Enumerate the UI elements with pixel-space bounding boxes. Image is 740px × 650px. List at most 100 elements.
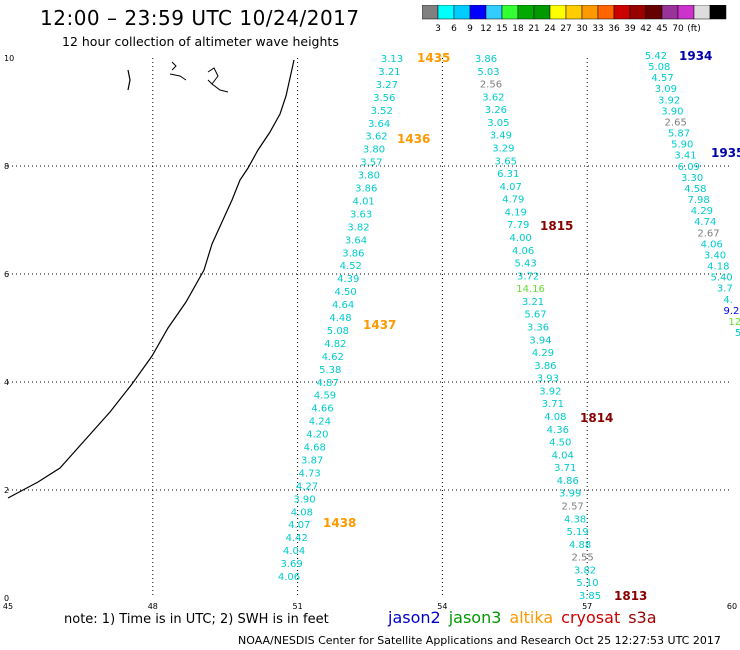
track-b-value: 4.00 bbox=[510, 233, 532, 244]
track-a-value: 3.63 bbox=[350, 209, 372, 220]
y-tick-label: 6 bbox=[4, 270, 9, 279]
track-b-value: 6.31 bbox=[497, 169, 519, 180]
track-b-value: 3.71 bbox=[554, 463, 576, 474]
y-tick-label: 0 bbox=[4, 594, 9, 603]
track-c-value: 6.09 bbox=[678, 162, 700, 173]
pass-time-label: 1934 bbox=[679, 49, 712, 63]
track-b-value: 3.71 bbox=[542, 399, 564, 410]
track-a-value: 4.27 bbox=[296, 481, 318, 492]
track-a-value: 4.50 bbox=[335, 287, 357, 298]
track-b-value: 4.79 bbox=[502, 195, 524, 206]
track-a-value: 3.80 bbox=[358, 171, 380, 182]
scale-label: 33 bbox=[592, 24, 603, 34]
track-c-value: 5.40 bbox=[710, 273, 732, 284]
track-b-value: 3.99 bbox=[559, 489, 581, 500]
x-tick-label: 60 bbox=[727, 602, 737, 610]
track-a-value: 3.82 bbox=[347, 222, 369, 233]
track-a-value: 3.56 bbox=[373, 93, 395, 104]
scale-label: 3 bbox=[435, 24, 441, 34]
track-a-value: 3.69 bbox=[280, 559, 302, 570]
track-b-value: 3.93 bbox=[537, 374, 559, 385]
scale-label: 27 bbox=[560, 24, 571, 34]
track-b-value: 5.10 bbox=[576, 578, 598, 589]
satellite-altika: altika bbox=[509, 608, 554, 627]
track-c-value: 9.2 bbox=[723, 306, 739, 317]
track-a-value: 3.87 bbox=[301, 455, 323, 466]
track-b-value: 4.04 bbox=[552, 450, 574, 461]
track-b-value: 2.55 bbox=[571, 553, 593, 564]
satellite-jason3: jason3 bbox=[448, 608, 502, 627]
track-b-value: 4.36 bbox=[547, 425, 569, 436]
scale-label: 36 bbox=[608, 24, 620, 34]
track-a-value: 3.27 bbox=[376, 80, 398, 91]
pass-time-label: 1436 bbox=[397, 132, 430, 146]
track-b-value: 4.86 bbox=[557, 476, 579, 487]
satellite-jason2: jason2 bbox=[388, 608, 441, 627]
track-b-value: 2.56 bbox=[480, 80, 502, 91]
track-a-value: 3.13 bbox=[381, 54, 403, 65]
track-b-value: 3.05 bbox=[487, 118, 509, 129]
track-b-value: 4.88 bbox=[569, 540, 591, 551]
track-b-value: 4.07 bbox=[500, 182, 522, 193]
track-c-value: 3.09 bbox=[655, 84, 677, 95]
track-c-value: 4.58 bbox=[684, 184, 706, 195]
scale-label: 70 bbox=[672, 24, 684, 34]
pass-time-label: 1815 bbox=[540, 219, 573, 233]
track-a-value: 4.73 bbox=[298, 468, 320, 479]
track-a-value: 4.62 bbox=[322, 352, 344, 363]
track-c-value: 4.57 bbox=[651, 73, 673, 84]
satellite-cryosat: cryosat bbox=[561, 608, 621, 627]
pass-time-label: 1935 bbox=[711, 146, 740, 160]
y-tick-label: 4 bbox=[4, 378, 9, 387]
track-a-value: 4.87 bbox=[316, 378, 338, 389]
track-a-value: 4.07 bbox=[288, 520, 310, 531]
track-a-value: 3.52 bbox=[371, 106, 393, 117]
y-tick-label: 10 bbox=[4, 54, 14, 63]
track-a-value: 4.06 bbox=[278, 572, 300, 583]
wave-height-map: 45 48 51 54 57 60 0 2 4 6 8 10 3.13 3.21 3.27 3.56 3.52 3… bbox=[3, 49, 740, 610]
track-c-value: 4. bbox=[723, 295, 733, 306]
track-a-value: 4.24 bbox=[309, 417, 331, 428]
track-a-value: 3.90 bbox=[293, 494, 315, 505]
color-scale-legend: 3 6 9 12 15 18 21 24 27 30 33 36 39 42 45 70 (ft) bbox=[422, 5, 727, 34]
track-b-value: 3.86 bbox=[534, 361, 556, 372]
track-c-value: 3.92 bbox=[658, 95, 680, 106]
track-c-value: 2.67 bbox=[697, 228, 719, 239]
credit-line: NOAA/NESDIS Center for Satellite Applica… bbox=[238, 634, 721, 647]
track-b-value: 3.85 bbox=[579, 591, 601, 602]
track-c-value: 2.65 bbox=[665, 117, 687, 128]
page-title: 12:00 – 23:59 UTC 10/24/2017 bbox=[40, 6, 360, 30]
y-tick-label: 2 bbox=[4, 486, 9, 495]
track-c-value: 3.30 bbox=[681, 173, 703, 184]
track-a-value: 4.08 bbox=[291, 507, 313, 518]
track-a-value: 4.01 bbox=[353, 196, 375, 207]
track-b-value: 7.79 bbox=[507, 220, 529, 231]
units-note: note: 1) Time is in UTC; 2) SWH is in fe… bbox=[64, 612, 329, 627]
track-c-value: 4.74 bbox=[694, 217, 716, 228]
track-a-value: 4.04 bbox=[283, 546, 305, 557]
coastline bbox=[7, 59, 295, 499]
x-tick-label: 45 bbox=[3, 602, 13, 610]
track-a-value: 3.86 bbox=[342, 248, 364, 259]
pass-time-label: 1437 bbox=[363, 318, 396, 332]
track-b-value: 3.26 bbox=[485, 105, 507, 116]
track-b-value: 5.43 bbox=[514, 259, 536, 270]
track-c-value: 5.87 bbox=[668, 129, 690, 140]
track-b-value: 2.57 bbox=[562, 502, 584, 513]
track-a-value: 4.39 bbox=[337, 274, 359, 285]
track-b-value: 4.06 bbox=[512, 246, 534, 257]
track-a-value: 3.21 bbox=[378, 67, 400, 78]
track-a-value: 4.82 bbox=[324, 339, 346, 350]
track-b-value: 4.50 bbox=[549, 438, 571, 449]
track-c-value: 7.98 bbox=[688, 195, 710, 206]
satellite-legend: jason2 jason3 altika cryosat s3a bbox=[388, 608, 665, 627]
track-a-value: 5.38 bbox=[319, 365, 341, 376]
satellite-s3a: s3a bbox=[628, 608, 657, 627]
scale-label: 18 bbox=[512, 24, 524, 34]
track-b-value: 3.82 bbox=[574, 565, 596, 576]
track-a-value: 5.08 bbox=[327, 326, 349, 337]
track-a-value: 4.59 bbox=[314, 391, 336, 402]
pass-time-label: 1814 bbox=[580, 411, 613, 425]
track-a-value: 4.68 bbox=[304, 443, 326, 454]
track-c-value: 3.7 bbox=[717, 284, 733, 295]
